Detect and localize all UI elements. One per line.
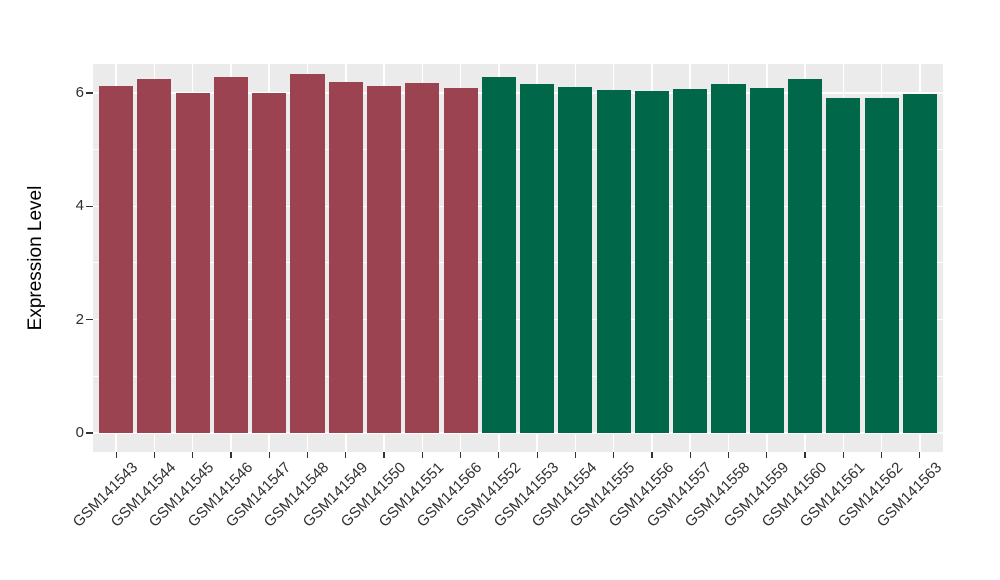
minor-gridline	[93, 262, 943, 264]
bar-GSM141544	[137, 79, 172, 433]
bar-GSM141547	[252, 92, 287, 433]
bar-GSM141550	[367, 85, 402, 433]
x-tick-mark	[574, 452, 576, 458]
bar-GSM141546	[213, 76, 248, 433]
x-tick-mark	[306, 452, 309, 458]
bar-GSM141559	[749, 87, 784, 433]
y-tick-mark	[86, 432, 93, 434]
x-tick-mark	[536, 452, 538, 458]
bar-GSM141554	[558, 86, 593, 433]
bar-GSM141558	[711, 83, 746, 433]
bars-layer	[93, 64, 943, 452]
x-tick-mark	[689, 452, 691, 458]
major-gridline	[93, 205, 943, 208]
x-tick-mark	[115, 452, 117, 458]
major-gridline	[93, 92, 943, 94]
bar-GSM141551	[405, 82, 440, 433]
bar-GSM141543	[99, 85, 134, 433]
y-tick-mark	[86, 205, 93, 207]
major-gridline	[93, 432, 943, 434]
y-tick-label: 0	[75, 424, 84, 441]
x-tick-mark	[345, 452, 347, 458]
y-tick-label: 2	[75, 310, 84, 328]
x-tick-mark	[842, 452, 844, 458]
bar-GSM141549	[328, 82, 363, 433]
x-tick-mark	[421, 452, 423, 458]
bar-GSM141560	[788, 79, 823, 433]
bar-GSM141561	[826, 98, 861, 433]
x-tick-mark	[383, 452, 385, 458]
bar-GSM141548	[290, 74, 325, 433]
x-tick-mark	[230, 452, 232, 458]
x-tick-mark	[766, 452, 768, 458]
minor-gridline	[93, 149, 943, 151]
x-tick-mark	[498, 452, 500, 458]
x-tick-mark	[268, 452, 270, 458]
bar-GSM141555	[596, 89, 631, 433]
x-tick-mark	[613, 452, 615, 458]
y-tick-label: 6	[75, 83, 84, 101]
x-tick-mark	[459, 452, 462, 458]
y-tick-label: 4	[75, 197, 84, 215]
bar-GSM141562	[864, 98, 899, 433]
x-tick-mark	[153, 452, 155, 458]
x-tick-mark	[727, 452, 730, 458]
bar-GSM141545	[175, 92, 210, 433]
x-tick-mark	[651, 452, 653, 458]
x-tick-mark	[880, 452, 883, 458]
bar-GSM141556	[634, 91, 669, 433]
x-tick-mark	[804, 452, 806, 458]
bar-GSM141557	[673, 89, 708, 433]
x-tick-mark	[192, 452, 194, 458]
bar-GSM141552	[481, 77, 516, 433]
bar-GSM141566	[443, 87, 478, 433]
y-tick-mark	[86, 92, 93, 94]
minor-gridline	[93, 375, 943, 377]
bar-GSM141563	[902, 93, 937, 433]
plot-panel	[93, 64, 943, 452]
x-tick-mark	[919, 452, 921, 458]
major-gridline	[93, 318, 943, 321]
bar-GSM141553	[520, 83, 555, 433]
y-tick-mark	[86, 319, 93, 321]
